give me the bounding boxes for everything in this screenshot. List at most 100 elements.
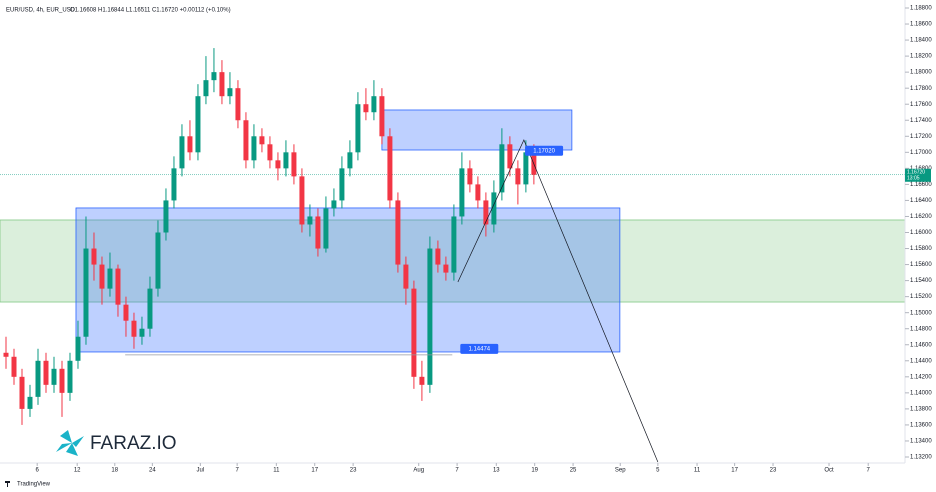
x-tick-label: 17 [731,468,738,474]
trend-line [457,139,659,463]
candle-body [275,160,281,169]
y-tick-label: 1.17200 [910,134,932,140]
symbol-title: EUR/USD, 4h, EUR_USD [6,8,76,14]
y-tick-label: 1.15200 [910,294,932,300]
candle-body [83,248,89,337]
y-tick-label: 1.16200 [910,214,932,220]
candle-body [155,232,161,289]
candle-body [339,168,345,201]
candle-body [19,376,25,409]
plot-area [0,48,906,463]
x-tick-label: 18 [111,468,118,474]
last-price-time: 13:05 [907,176,920,182]
y-tick-label: 1.14800 [910,326,932,332]
candle-body [131,320,137,337]
y-tick-label: 1.14200 [910,374,932,380]
y-tick-label: 1.13600 [910,423,932,429]
candle-body [267,144,273,161]
candle-body [507,144,513,169]
x-tick-label: 23 [770,468,777,474]
x-tick-label: 7 [235,468,239,474]
y-tick-label: 1.17400 [910,118,932,124]
x-tick-label: Aug [413,468,424,474]
y-tick-label: 1.14400 [910,358,932,364]
candle-body [307,216,313,225]
candle-body [211,72,217,81]
candle-body [395,200,401,265]
candle-body [299,176,305,225]
x-tick-label: 7 [867,468,871,474]
candle-body [387,136,393,201]
candle-body [499,144,505,193]
candle-body [11,356,17,377]
candle-body [259,136,265,145]
x-tick-label: Oct [824,468,834,474]
candle-body [179,136,185,169]
y-tick-label: 1.17800 [910,86,932,92]
candle-body [195,96,201,153]
quote-legend: O1.16608 H1.16844 L1.16511 C1.16720 +0.0… [70,8,231,14]
y-tick-label: 1.18600 [910,22,932,28]
tv-logo [5,481,10,487]
last-price-label: 1.16720 [907,170,925,176]
candle-body [467,168,473,185]
y-tick-label: 1.18000 [910,70,932,76]
y-tick-label: 1.18400 [910,38,932,44]
candle-body [355,104,361,153]
y-tick-label: 1.15000 [910,310,932,316]
candle-body [515,168,521,185]
x-tick-label: 12 [74,468,81,474]
candle-body [219,72,225,97]
candle-body [459,168,465,217]
y-tick-label: 1.18800 [910,6,932,12]
candle-body [115,268,121,305]
x-tick-label: 17 [311,468,318,474]
candle-body [75,336,81,361]
level-label: 1.14474 [468,346,490,352]
y-tick-label: 1.17000 [910,150,932,156]
x-tick-label: 25 [570,468,577,474]
x-tick-label: Sep [615,468,626,474]
candle-body [427,248,433,385]
candle-body [171,168,177,201]
candle-body [147,288,153,329]
candle-body [203,80,209,97]
candle-body [347,152,353,169]
y-tick-label: 1.13800 [910,406,932,412]
candle-body [379,96,385,137]
level-badge [525,145,564,156]
x-tick-label: Jul [197,468,205,474]
candle-body [67,360,73,393]
y-tick-label: 1.13200 [910,455,932,461]
x-tick-label: 19 [531,468,538,474]
candle-body [139,328,145,337]
x-tick-label: 5 [656,468,660,474]
candle-body [51,368,57,385]
candle-body [283,152,289,169]
y-tick-label: 1.17600 [910,102,932,108]
candle-body [323,208,329,249]
candle-body [315,216,321,249]
candle-body [291,152,297,177]
candle-body [43,360,49,385]
y-tick-label: 1.14000 [910,390,932,396]
candle-body [235,88,241,121]
candle-body [523,152,529,185]
footer: TradingView [17,482,51,488]
y-tick-label: 1.18200 [910,54,932,60]
candle-body [491,192,497,225]
candle-body [443,264,449,273]
candle-body [99,264,105,289]
candle-body [227,88,233,97]
candle-body [163,200,169,233]
last-price-badge [905,168,931,182]
y-tick-label: 1.15600 [910,262,932,268]
x-tick-label: 13 [493,468,500,474]
candle-body [187,136,193,153]
candle-body [27,396,33,409]
candle-body [411,288,417,377]
candle-body [35,360,41,397]
candle-body [331,200,337,209]
zone [381,109,573,151]
candle-body [363,104,369,113]
